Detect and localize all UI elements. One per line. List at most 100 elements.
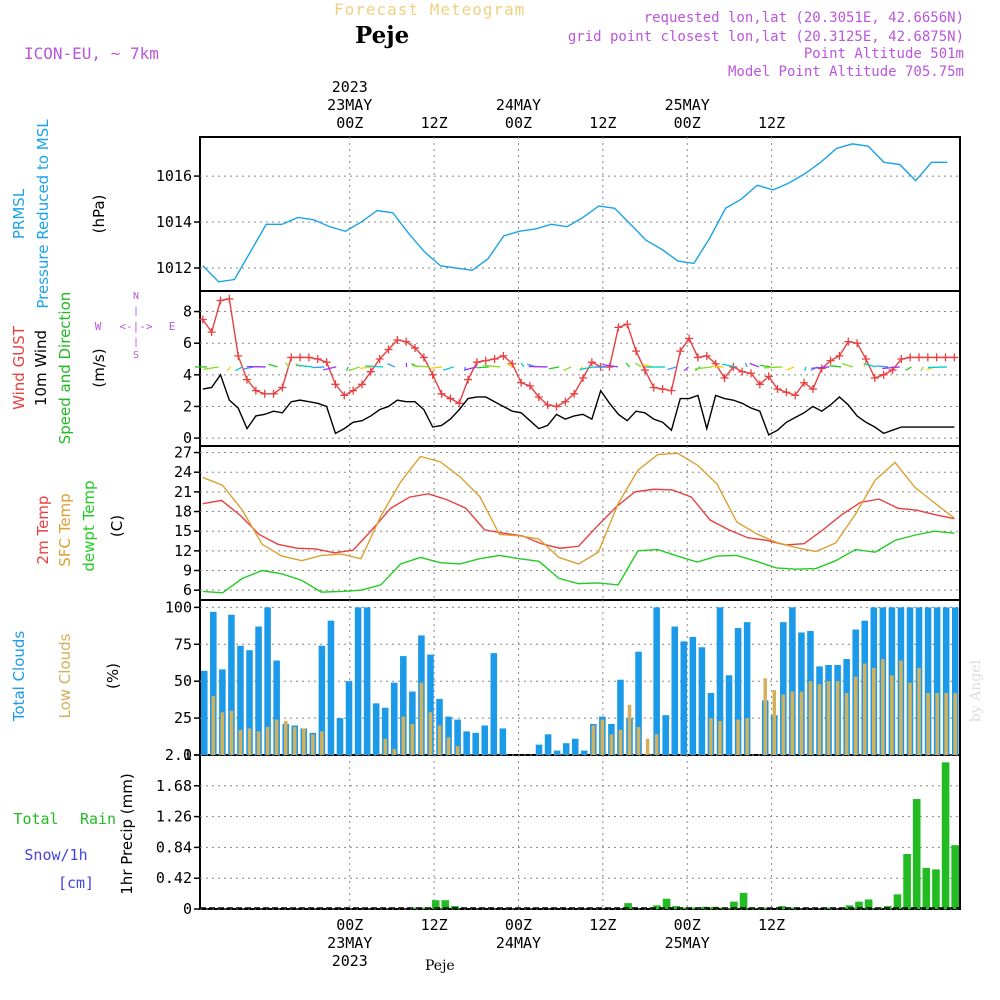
cloud-total-bar xyxy=(906,607,914,755)
cloud-low-bar xyxy=(446,737,451,755)
low-clouds-label: Low Clouds xyxy=(56,633,74,718)
cloud-low-bar xyxy=(600,719,605,755)
bottom-year-label: 2023 xyxy=(332,952,368,970)
cloud-total-bar xyxy=(372,703,380,755)
cloud-low-bar xyxy=(890,675,894,755)
y-tick-label: 0.42 xyxy=(156,869,192,887)
wind-direction-arrow xyxy=(927,366,947,369)
gust-marker xyxy=(499,351,508,360)
wind-direction-arrow xyxy=(905,366,912,371)
bottom-time-label: 12Z xyxy=(421,916,448,934)
wind-direction-arrow xyxy=(876,365,889,368)
rain-bar xyxy=(672,906,681,909)
gust-marker xyxy=(835,351,844,360)
gust-marker xyxy=(773,385,782,394)
gust-marker xyxy=(207,328,216,337)
top-date-label: 23MAY xyxy=(327,96,372,114)
y-tick-label: 75 xyxy=(174,635,192,653)
cloud-total-bar xyxy=(490,653,498,755)
cloud-total-bar xyxy=(318,645,326,755)
cloud-low-bar xyxy=(826,681,831,755)
gust-marker xyxy=(879,370,888,379)
wind-unit: (m/s) xyxy=(90,348,108,387)
cloud-low-bar xyxy=(320,731,324,755)
rain-bar xyxy=(951,845,959,909)
gust-marker xyxy=(632,347,641,356)
gust-line xyxy=(202,298,955,408)
gust-marker xyxy=(322,358,331,367)
cloud-total-bar xyxy=(363,607,371,755)
gust-marker xyxy=(950,353,959,362)
cloud-low-bar xyxy=(917,667,921,755)
gust-marker xyxy=(649,383,658,392)
cloud-low-bar xyxy=(229,710,234,755)
gust-marker xyxy=(490,355,499,364)
gust-marker xyxy=(941,353,950,362)
cloud-total-bar xyxy=(381,707,389,755)
top-time-label: 12Z xyxy=(758,114,785,132)
compass-v-up: | xyxy=(133,306,139,317)
y-tick-label: 1014 xyxy=(156,213,192,231)
cloud-low-bar xyxy=(881,659,885,755)
cloud-low-bar xyxy=(265,726,270,755)
wind-direction-arrow xyxy=(483,364,501,368)
wind-direction-arrow xyxy=(864,363,877,368)
gust-marker xyxy=(923,353,932,362)
y-tick-label: 15 xyxy=(174,522,192,540)
cloud-low-bar xyxy=(636,726,641,755)
wind-direction-arrow xyxy=(285,362,290,368)
gust-marker xyxy=(313,355,322,364)
cloud-low-bar xyxy=(256,731,261,755)
cloud-total-bar xyxy=(327,620,335,755)
dewpoint-label: dewpt Temp xyxy=(80,480,98,571)
cloud-total-bar xyxy=(780,622,787,755)
cloud-low-bar xyxy=(392,749,397,755)
wind-direction-arrow xyxy=(841,363,853,368)
gust-marker xyxy=(623,320,632,329)
cloud-total-bar xyxy=(255,626,262,755)
gust-marker xyxy=(579,373,588,382)
gust-marker xyxy=(614,323,623,332)
gust-marker xyxy=(419,353,428,362)
rain-bar xyxy=(739,892,748,909)
panel-frame xyxy=(199,754,961,910)
wind-direction-arrow xyxy=(312,366,325,369)
gust-marker xyxy=(658,385,667,394)
y-tick-label: 0 xyxy=(183,429,192,447)
gust-marker xyxy=(853,339,862,348)
cloud-low-bar xyxy=(455,746,460,755)
gust-marker xyxy=(826,356,835,365)
bottom-date-label: 24MAY xyxy=(496,934,541,952)
wind-direction-arrow xyxy=(711,365,724,368)
cloud-low-bar xyxy=(781,694,786,755)
pressure-unit: (hPa) xyxy=(90,195,108,234)
cloud-low-bar xyxy=(238,729,243,755)
gust-marker xyxy=(685,334,694,343)
gust-marker xyxy=(481,356,490,365)
top-date-label: 24MAY xyxy=(496,96,541,114)
gust-marker xyxy=(393,336,402,345)
cloud-total-bar xyxy=(264,607,271,755)
y-tick-label: 2 xyxy=(183,397,192,415)
wind-direction-arrow xyxy=(634,362,642,368)
temp-2m-line xyxy=(202,488,955,554)
cloud-total-bar xyxy=(400,656,407,755)
compass-s: S xyxy=(133,350,139,361)
y-tick-label: 9 xyxy=(183,562,192,580)
gust-marker xyxy=(755,380,764,389)
cloud-total-bar xyxy=(354,607,362,755)
cloud-low-bar xyxy=(645,738,650,755)
cloud-low-bar xyxy=(401,716,406,755)
temp-sfc-line xyxy=(202,452,955,565)
cloud-low-bar xyxy=(790,691,795,755)
y-tick-label: 6 xyxy=(183,334,192,352)
bottom-date-label: 23MAY xyxy=(327,934,372,952)
cloud-total-bar xyxy=(427,654,434,755)
precip-snow-unit: [cm] xyxy=(58,874,94,892)
rain-bar xyxy=(893,894,902,909)
model-label: ICON-EU, ~ 7km xyxy=(24,44,159,63)
rain-bar xyxy=(441,900,450,909)
wind-direction-arrow xyxy=(882,366,900,370)
wind-direction-arrow xyxy=(360,366,372,370)
top-date-label: 25MAY xyxy=(665,96,710,114)
